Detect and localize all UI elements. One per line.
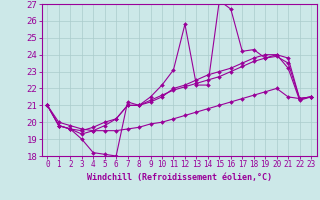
- X-axis label: Windchill (Refroidissement éolien,°C): Windchill (Refroidissement éolien,°C): [87, 173, 272, 182]
